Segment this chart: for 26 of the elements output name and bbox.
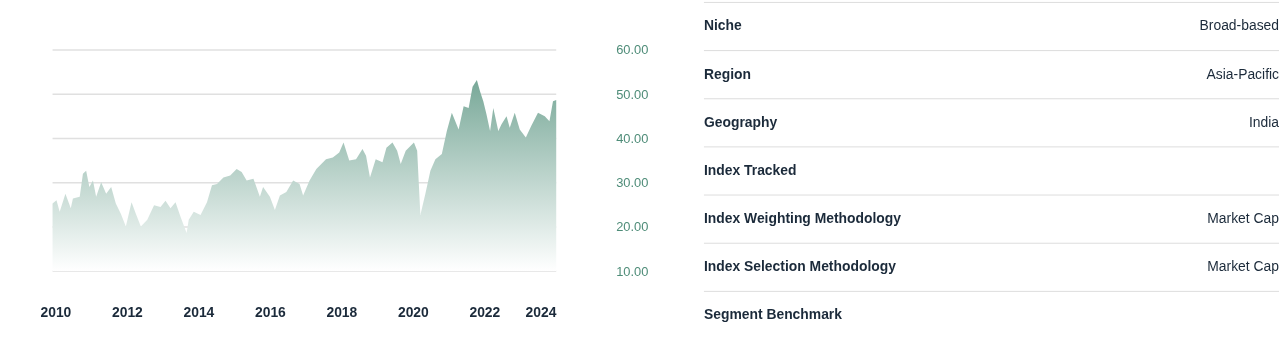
category-label: Index Selection Methodology bbox=[703, 258, 897, 275]
text: India bbox=[1248, 113, 1280, 130]
category-label: Segment Benchmark bbox=[703, 306, 843, 323]
text: Market Cap bbox=[1207, 258, 1280, 275]
x-tick-label: 2020 bbox=[397, 304, 430, 321]
x-tick-label: 2018 bbox=[326, 304, 358, 321]
y-tick-label: 10.00 bbox=[616, 263, 649, 279]
x-tick-label: 2016 bbox=[254, 304, 287, 321]
text: Asia-Pacific bbox=[1206, 65, 1280, 82]
y-tick-label: 30.00 bbox=[616, 175, 649, 191]
category-label: Niche bbox=[703, 17, 743, 34]
text: Broad-based bbox=[1199, 17, 1280, 34]
category-label: Index Tracked bbox=[703, 161, 797, 178]
category-label: Index Weighting Methodology bbox=[703, 210, 902, 227]
y-tick-label: 50.00 bbox=[616, 86, 649, 102]
y-tick-label: 20.00 bbox=[616, 219, 649, 235]
category-label: Region bbox=[703, 65, 751, 82]
x-tick-label: 2024 bbox=[525, 304, 557, 321]
y-tick-label: 60.00 bbox=[616, 42, 649, 58]
x-tick-label: 2012 bbox=[111, 304, 144, 321]
x-tick-label: 2022 bbox=[469, 304, 501, 321]
y-tick-label: 40.00 bbox=[616, 130, 649, 146]
x-tick-label: 2010 bbox=[40, 304, 72, 321]
x-tick-label: 2014 bbox=[183, 304, 215, 321]
text: Market Cap bbox=[1207, 210, 1280, 227]
category-label: Geography bbox=[703, 113, 778, 130]
